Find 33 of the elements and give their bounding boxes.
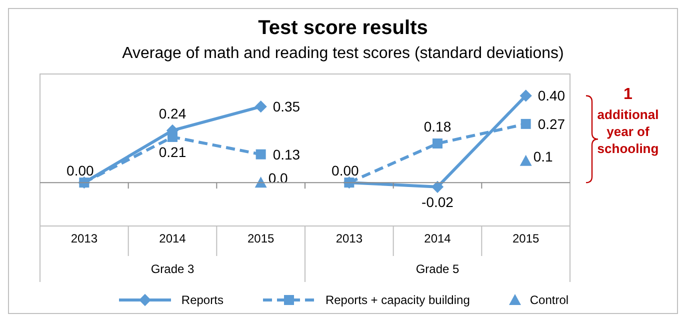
chart-subtitle: Average of math and reading test scores (standard deviations) <box>122 45 564 62</box>
point <box>168 132 178 142</box>
data-label: 0.35 <box>272 98 300 115</box>
x-tick-label: 2015 <box>512 232 540 246</box>
point <box>431 180 444 193</box>
point <box>432 138 442 148</box>
point <box>520 154 532 166</box>
point <box>520 90 532 102</box>
x-tick-label: 2013 <box>70 232 98 246</box>
data-label: 0.00 <box>66 162 94 179</box>
point <box>520 118 531 129</box>
data-label: 0.21 <box>158 144 186 160</box>
data-label: 0.18 <box>424 118 452 134</box>
legend-label: Reports <box>181 293 224 307</box>
data-label: 0.00 <box>332 162 360 179</box>
chart-title: Test score results <box>258 17 428 39</box>
data-label: 0.13 <box>272 146 300 162</box>
legend-label: Reports + capacity building <box>325 293 470 307</box>
data-label: 0.40 <box>538 88 566 104</box>
data-label: 0.27 <box>538 116 566 132</box>
text: 1 additional year of schooling <box>597 86 659 156</box>
text: Grade 5 <box>416 262 460 276</box>
x-tick-label: 2014 <box>159 232 186 246</box>
point <box>254 100 267 113</box>
data-label: -0.02 <box>422 194 454 210</box>
text: Grade 3 <box>150 262 195 276</box>
legend-label: Control <box>530 293 569 307</box>
data-label: 0.24 <box>158 105 186 122</box>
data-label: 0.1 <box>533 148 553 164</box>
point <box>256 149 266 160</box>
x-tick-label: 2014 <box>424 232 452 246</box>
x-tick-label: 2013 <box>336 232 363 246</box>
x-tick-label: 2015 <box>247 232 275 246</box>
